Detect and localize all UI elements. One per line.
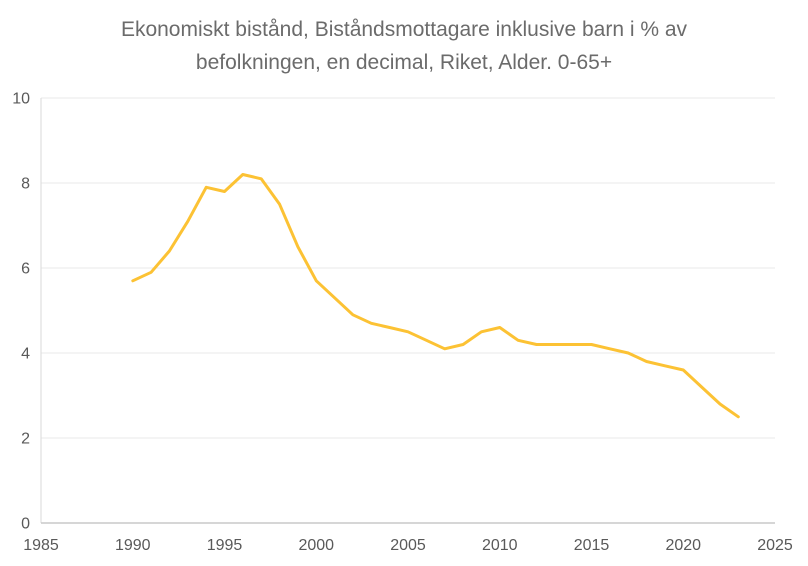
chart-title-line1: Ekonomiskt bistånd, Biståndsmottagare in… — [120, 18, 688, 41]
y-tick-label-0: 0 — [21, 516, 30, 533]
x-tick-label-2005: 2005 — [390, 537, 426, 554]
x-tick-label-2015: 2015 — [574, 537, 610, 554]
x-tick-label-2010: 2010 — [482, 537, 518, 554]
y-tick-label-2: 2 — [21, 431, 30, 448]
y-tick-label-4: 4 — [21, 346, 30, 363]
x-tick-label-1995: 1995 — [207, 537, 243, 554]
data-series-line — [131, 173, 740, 419]
y-tick-label-10: 10 — [12, 91, 30, 108]
chart-title: Ekonomiskt bistånd, Biståndsmottagare in… — [0, 13, 808, 79]
x-tick-label-2020: 2020 — [665, 537, 701, 554]
y-tick-label-6: 6 — [21, 261, 30, 278]
chart-title-line2: befolkningen, en decimal, Riket, Alder. … — [195, 51, 613, 74]
x-tick-label-2000: 2000 — [298, 537, 334, 554]
y-tick-label-8: 8 — [21, 176, 30, 193]
x-tick-label-2025: 2025 — [757, 537, 793, 554]
x-tick-label-1990: 1990 — [115, 537, 151, 554]
x-tick-label-1985: 1985 — [23, 537, 59, 554]
